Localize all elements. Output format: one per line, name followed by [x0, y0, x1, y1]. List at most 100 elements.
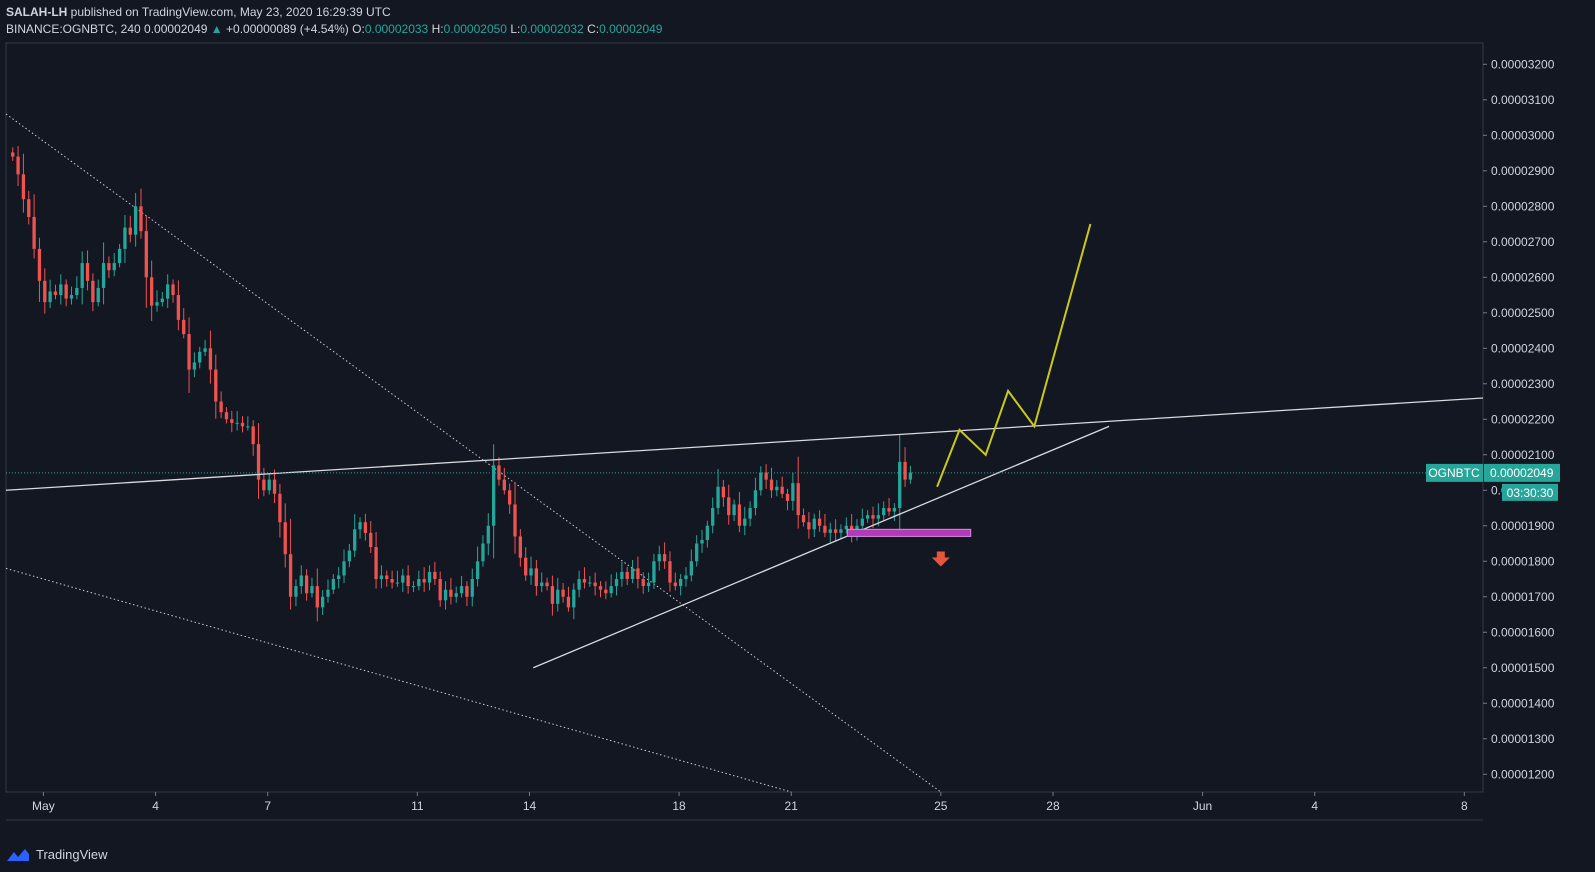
- candle-body: [727, 497, 731, 516]
- candle-body: [256, 444, 261, 480]
- candle-body: [272, 479, 277, 494]
- candle-body: [288, 554, 293, 597]
- candle-body: [524, 557, 528, 576]
- tradingview-logo[interactable]: TradingView: [6, 847, 108, 862]
- y-tick-label: 0.00001300: [1491, 732, 1555, 746]
- candle-body: [529, 568, 533, 576]
- candle-body: [614, 579, 619, 587]
- candle-body: [160, 298, 165, 303]
- candle-body: [534, 568, 539, 587]
- candle-body: [133, 206, 138, 235]
- y-tick-label: 0.00002500: [1491, 306, 1555, 320]
- candle-body: [481, 543, 485, 562]
- candle-body: [342, 561, 346, 576]
- candle-body: [395, 582, 400, 584]
- open-value: 0.00002033: [364, 22, 429, 36]
- candle-body: [21, 174, 26, 200]
- candle-body: [176, 295, 181, 320]
- candle-body: [385, 575, 389, 580]
- candle-body: [390, 579, 394, 583]
- candle-body: [96, 287, 100, 303]
- candle-body: [278, 493, 282, 523]
- candle-body: [240, 422, 245, 427]
- y-tick-label: 0.00002300: [1491, 377, 1555, 391]
- candle-body: [609, 586, 613, 594]
- candle-body: [887, 508, 891, 512]
- candle-body: [198, 351, 202, 363]
- candle-body: [844, 525, 848, 530]
- candle-body: [37, 248, 42, 281]
- candle-body: [379, 575, 384, 580]
- candle-body: [91, 280, 95, 303]
- y-tick-label: 0.00002800: [1491, 199, 1555, 213]
- candle-body: [123, 227, 127, 249]
- support-zone-box: [846, 528, 972, 537]
- candle-body: [411, 586, 416, 588]
- candle-body: [438, 579, 442, 601]
- dotted-downtrend-lower: [5, 567, 792, 793]
- y-tick-label: 0.00002200: [1491, 412, 1555, 426]
- x-tick-label: 28: [1046, 799, 1060, 813]
- candle-body: [43, 280, 47, 303]
- candle-body: [353, 529, 357, 551]
- candle-body: [582, 579, 587, 583]
- countdown-label: 03:30:30: [1507, 486, 1554, 500]
- candle-body: [166, 284, 170, 299]
- candle-body: [417, 579, 421, 587]
- candle-body: [208, 348, 213, 370]
- y-tick-label: 0.00003100: [1491, 93, 1555, 107]
- candle-body: [866, 515, 870, 519]
- candle-body: [192, 362, 197, 370]
- candle-body: [689, 561, 693, 576]
- candle-body: [882, 508, 886, 516]
- candle-body: [283, 522, 287, 555]
- candle-body: [433, 571, 437, 580]
- candle-body: [662, 554, 667, 562]
- candle-body: [427, 571, 432, 583]
- candle-body: [817, 518, 822, 526]
- candle-body: [860, 518, 864, 526]
- candle-body: [369, 532, 373, 548]
- candle-body: [246, 426, 250, 428]
- candle-body: [449, 589, 453, 597]
- candle-body: [262, 479, 266, 491]
- open-label: O:: [352, 22, 365, 36]
- candle-body: [673, 582, 677, 587]
- candle-body: [577, 579, 581, 590]
- candle-body: [636, 568, 640, 580]
- candle-body: [775, 486, 779, 491]
- candle-body: [144, 231, 148, 278]
- x-tick-label: 4: [1311, 799, 1318, 813]
- publish-info: SALAH-LH published on TradingView.com, M…: [6, 5, 391, 19]
- candle-body: [491, 465, 496, 526]
- candle-body: [711, 508, 715, 526]
- candle-body: [572, 589, 576, 608]
- plot-frame: [5, 42, 1484, 793]
- price-tag-label: 0.00002049: [1490, 466, 1554, 480]
- candle-body: [508, 490, 512, 505]
- candle-body: [833, 529, 838, 533]
- candle-body: [32, 216, 36, 249]
- candle-body: [593, 582, 597, 587]
- candle-body: [299, 575, 303, 587]
- candle-body: [502, 479, 506, 491]
- symbol-label[interactable]: BINANCE:OGNBTC, 240: [6, 22, 141, 36]
- candle-body: [780, 486, 784, 494]
- candle-body: [769, 479, 774, 491]
- candle-body: [128, 227, 132, 235]
- candle-body: [721, 486, 726, 498]
- candle-body: [839, 529, 843, 533]
- x-tick-label: 4: [152, 799, 159, 813]
- candle-body: [556, 589, 560, 604]
- candle-body: [294, 586, 298, 597]
- candle-body: [871, 515, 875, 519]
- candle-body: [64, 284, 68, 299]
- candle-body: [791, 483, 795, 501]
- last-price: 0.00002049: [144, 22, 208, 36]
- candle-body: [625, 571, 629, 580]
- author-name[interactable]: SALAH-LH: [6, 5, 68, 19]
- candle-body: [235, 422, 239, 424]
- candle-body: [219, 401, 223, 413]
- candle-body: [876, 515, 881, 519]
